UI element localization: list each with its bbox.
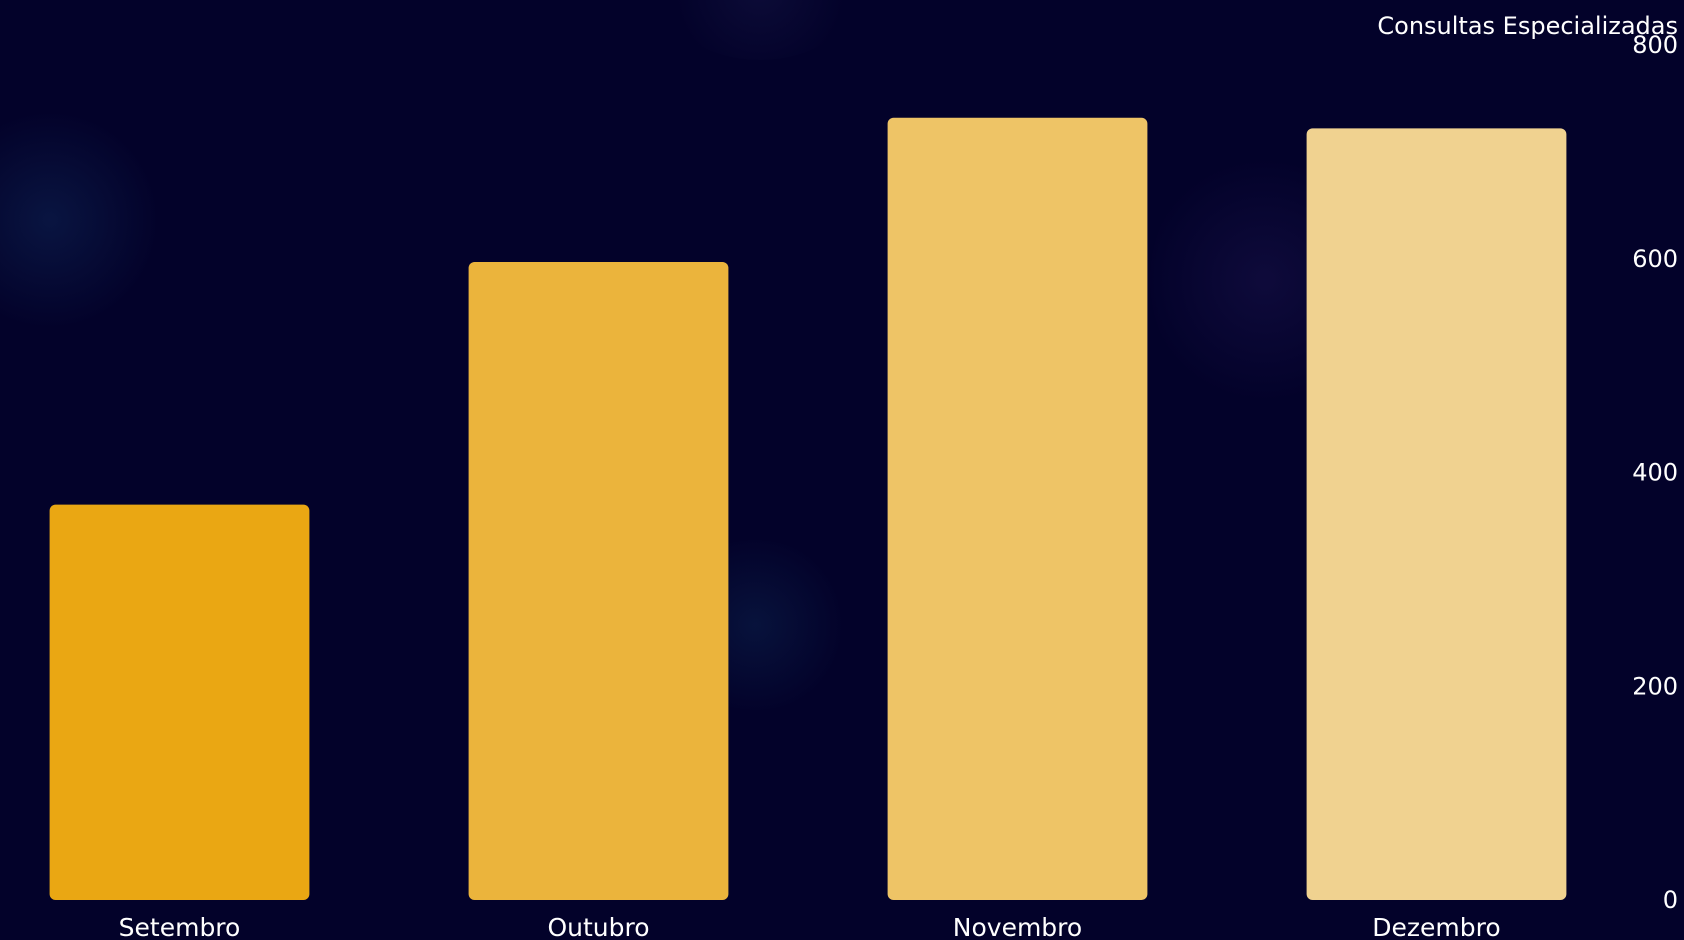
bar-dezembro [1306,128,1567,900]
x-tick-label: Dezembro [1372,913,1500,940]
y-tick-label: 0 [1663,886,1678,914]
x-tick-label: Outubro [547,913,649,940]
bars-group [49,117,1567,900]
y-tick-label: 800 [1632,31,1678,59]
y-tick-label: 400 [1632,459,1678,487]
bar-setembro [49,504,310,900]
y-tick-label: 600 [1632,245,1678,273]
y-tick-label: 200 [1632,672,1678,700]
bar-novembro [887,117,1148,900]
bar-outubro [468,262,729,900]
chart-title: Consultas Especializadas [1377,12,1678,40]
y-axis-ticks: 0 200 400 600 800 [1632,31,1678,914]
x-tick-label: Setembro [119,913,241,940]
x-tick-label: Novembro [953,913,1082,940]
x-axis-labels: Setembro Outubro Novembro Dezembro [119,913,1501,940]
